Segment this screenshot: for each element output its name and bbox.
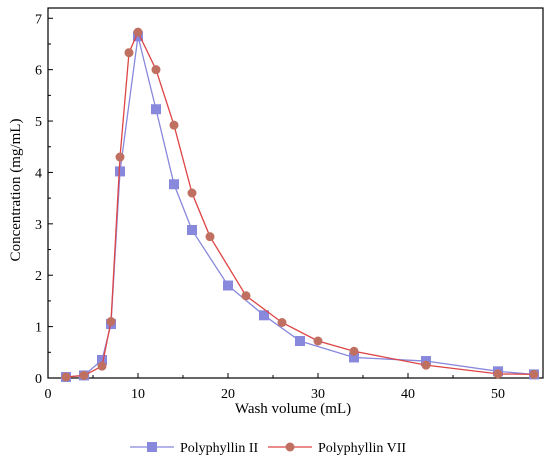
y-axis-title: Concentration (mg/mL) [8, 119, 24, 262]
series-0 [61, 31, 539, 382]
data-point [106, 316, 116, 326]
legend-marker [285, 442, 295, 452]
x-tick-label: 50 [491, 387, 505, 402]
legend: Polyphyllin II Polyphyllin VII [130, 441, 406, 456]
data-point [124, 48, 134, 58]
y-tick-label: 7 [35, 12, 42, 27]
y-tick-label: 3 [35, 218, 42, 233]
series-layer [61, 27, 539, 382]
y-tick-label: 1 [35, 321, 42, 336]
legend-marker [147, 442, 157, 452]
data-point [133, 27, 143, 37]
x-tick-label: 30 [311, 387, 325, 402]
data-point [529, 369, 539, 379]
data-point [421, 360, 431, 370]
y-tick-label: 4 [35, 166, 42, 181]
y-tick-label: 2 [35, 269, 42, 284]
legend-item: Polyphyllin VII [268, 441, 406, 456]
data-point [97, 361, 107, 371]
data-point [349, 346, 359, 356]
x-tick-label: 20 [221, 387, 235, 402]
data-point [277, 318, 287, 327]
data-point [169, 179, 179, 190]
data-point [169, 120, 179, 130]
legend-label: Polyphyllin VII [318, 441, 406, 456]
x-tick-label: 10 [131, 387, 145, 402]
data-point [187, 225, 197, 235]
data-point [205, 232, 215, 242]
data-point [313, 336, 323, 346]
data-point [151, 65, 161, 75]
data-point [223, 280, 233, 291]
data-point [187, 188, 197, 198]
legend-item: Polyphyllin II [130, 441, 259, 456]
data-point [151, 104, 161, 115]
legend-label: Polyphyllin II [180, 441, 259, 456]
y-tick-label: 6 [35, 64, 42, 79]
data-point [115, 152, 125, 162]
plot-frame [47, 7, 544, 379]
y-tick-label: 0 [35, 372, 42, 387]
series-line [65, 30, 535, 378]
data-point [61, 372, 71, 382]
x-tick-label: 40 [401, 387, 415, 402]
x-axis-title: Wash volume (mL) [235, 401, 351, 417]
data-point [115, 166, 125, 177]
data-point [241, 291, 251, 301]
series-line [65, 36, 535, 378]
data-point [97, 355, 107, 366]
data-point [493, 369, 503, 379]
data-point [295, 336, 305, 346]
data-point [79, 370, 89, 380]
data-point [259, 310, 269, 321]
x-tick-label: 0 [45, 387, 52, 402]
y-tick-label: 5 [35, 115, 42, 130]
series-1 [61, 27, 539, 382]
data-point [349, 352, 359, 363]
axes: 0 10 20 30 40 50 0 1 2 3 4 5 6 7 [35, 7, 544, 402]
